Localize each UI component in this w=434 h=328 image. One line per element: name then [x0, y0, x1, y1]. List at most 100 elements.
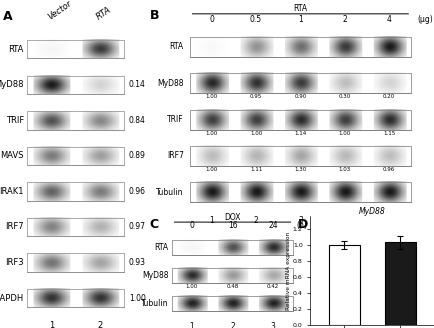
Text: 1.00: 1.00 [206, 131, 218, 136]
Bar [27, 40, 124, 58]
Text: IRF7: IRF7 [5, 222, 24, 232]
Bar [190, 110, 411, 130]
Text: GAPDH: GAPDH [0, 294, 24, 302]
Bar [27, 289, 124, 307]
Text: IRF7: IRF7 [167, 152, 184, 160]
Text: 1: 1 [209, 216, 214, 225]
Text: 1.00: 1.00 [250, 131, 262, 136]
Bar [171, 240, 293, 255]
Text: 3: 3 [298, 216, 303, 225]
Bar [171, 296, 293, 311]
Text: 1: 1 [298, 15, 303, 24]
Text: 0.97: 0.97 [129, 222, 146, 232]
Text: Tubulin: Tubulin [156, 188, 184, 197]
Text: 0.89: 0.89 [129, 151, 146, 160]
Text: DOX: DOX [224, 213, 241, 221]
Bar [27, 111, 124, 130]
Bar [190, 37, 411, 57]
Bar [27, 75, 124, 94]
Text: RTA: RTA [155, 243, 168, 252]
Text: 4: 4 [387, 15, 391, 24]
Bar [27, 111, 124, 130]
Text: 0.90: 0.90 [294, 94, 306, 99]
Text: MyD88: MyD88 [158, 79, 184, 88]
Text: 0.5: 0.5 [250, 15, 262, 24]
Text: MyD88: MyD88 [0, 80, 24, 89]
Text: 5: 5 [387, 216, 391, 225]
Text: RTA: RTA [293, 4, 307, 13]
Bar [190, 182, 411, 202]
Bar [190, 37, 411, 57]
Bar [190, 73, 411, 93]
Bar [27, 218, 124, 236]
Bar [27, 147, 124, 165]
Text: 0.93: 0.93 [129, 258, 146, 267]
Text: RTA: RTA [95, 5, 113, 22]
Bar [27, 253, 124, 272]
Text: 2: 2 [97, 321, 102, 328]
Bar [190, 73, 411, 93]
Text: TRIF: TRIF [167, 115, 184, 124]
Text: 1.11: 1.11 [250, 167, 262, 172]
Bar [27, 40, 124, 58]
Text: RTA: RTA [9, 45, 24, 54]
Bar [27, 182, 124, 201]
Text: 0.84: 0.84 [129, 116, 146, 125]
Bar [27, 289, 124, 307]
Text: 1.03: 1.03 [339, 167, 351, 172]
Text: (μg): (μg) [417, 15, 433, 24]
Text: 1.15: 1.15 [383, 131, 395, 136]
Text: D: D [298, 217, 308, 231]
Bar [27, 75, 124, 94]
Text: IRF3: IRF3 [5, 258, 24, 267]
Bar [27, 218, 124, 236]
Text: B: B [150, 9, 159, 22]
Bar [27, 182, 124, 201]
Bar [385, 242, 416, 325]
Text: 3: 3 [271, 322, 276, 328]
Text: 1.30: 1.30 [294, 167, 306, 172]
Text: 0.95: 0.95 [250, 94, 262, 99]
Text: 0.14: 0.14 [129, 80, 146, 89]
Text: 1.14: 1.14 [294, 131, 306, 136]
Bar [190, 146, 411, 166]
Text: 0.96: 0.96 [129, 187, 146, 196]
Text: IRAK1: IRAK1 [0, 187, 24, 196]
Text: 0: 0 [209, 15, 214, 24]
Text: 1.00: 1.00 [339, 131, 351, 136]
Bar [190, 146, 411, 166]
Text: 0.20: 0.20 [383, 94, 395, 99]
Text: 16: 16 [228, 221, 237, 230]
Text: TRIF: TRIF [6, 116, 24, 125]
Text: 1.00: 1.00 [206, 167, 218, 172]
Text: 0.96: 0.96 [383, 167, 395, 172]
Text: 2: 2 [230, 322, 235, 328]
Text: 0.48: 0.48 [227, 284, 239, 289]
Text: 24: 24 [268, 221, 278, 230]
Text: 1: 1 [49, 321, 54, 328]
Bar [27, 147, 124, 165]
Text: 1.00: 1.00 [206, 94, 218, 99]
Y-axis label: Relative mRNA expression: Relative mRNA expression [286, 232, 291, 310]
Bar [27, 253, 124, 272]
Text: 1.00: 1.00 [186, 284, 198, 289]
Bar [171, 268, 293, 283]
Text: MAVS: MAVS [0, 151, 24, 160]
Text: 4: 4 [342, 216, 347, 225]
Text: 2: 2 [342, 15, 347, 24]
Bar [190, 110, 411, 130]
Text: 2: 2 [253, 216, 258, 225]
Text: 0.30: 0.30 [339, 94, 351, 99]
Text: (h): (h) [296, 221, 307, 230]
Text: C: C [150, 217, 159, 231]
Text: Vector: Vector [46, 0, 73, 22]
Bar [171, 240, 293, 255]
Text: 1.00: 1.00 [129, 294, 146, 302]
Text: 0.42: 0.42 [267, 284, 279, 289]
Title: MyD88: MyD88 [359, 207, 385, 216]
Text: RTA: RTA [170, 42, 184, 51]
Bar [171, 296, 293, 311]
Text: A: A [3, 10, 13, 23]
Bar [190, 182, 411, 202]
Bar [171, 268, 293, 283]
